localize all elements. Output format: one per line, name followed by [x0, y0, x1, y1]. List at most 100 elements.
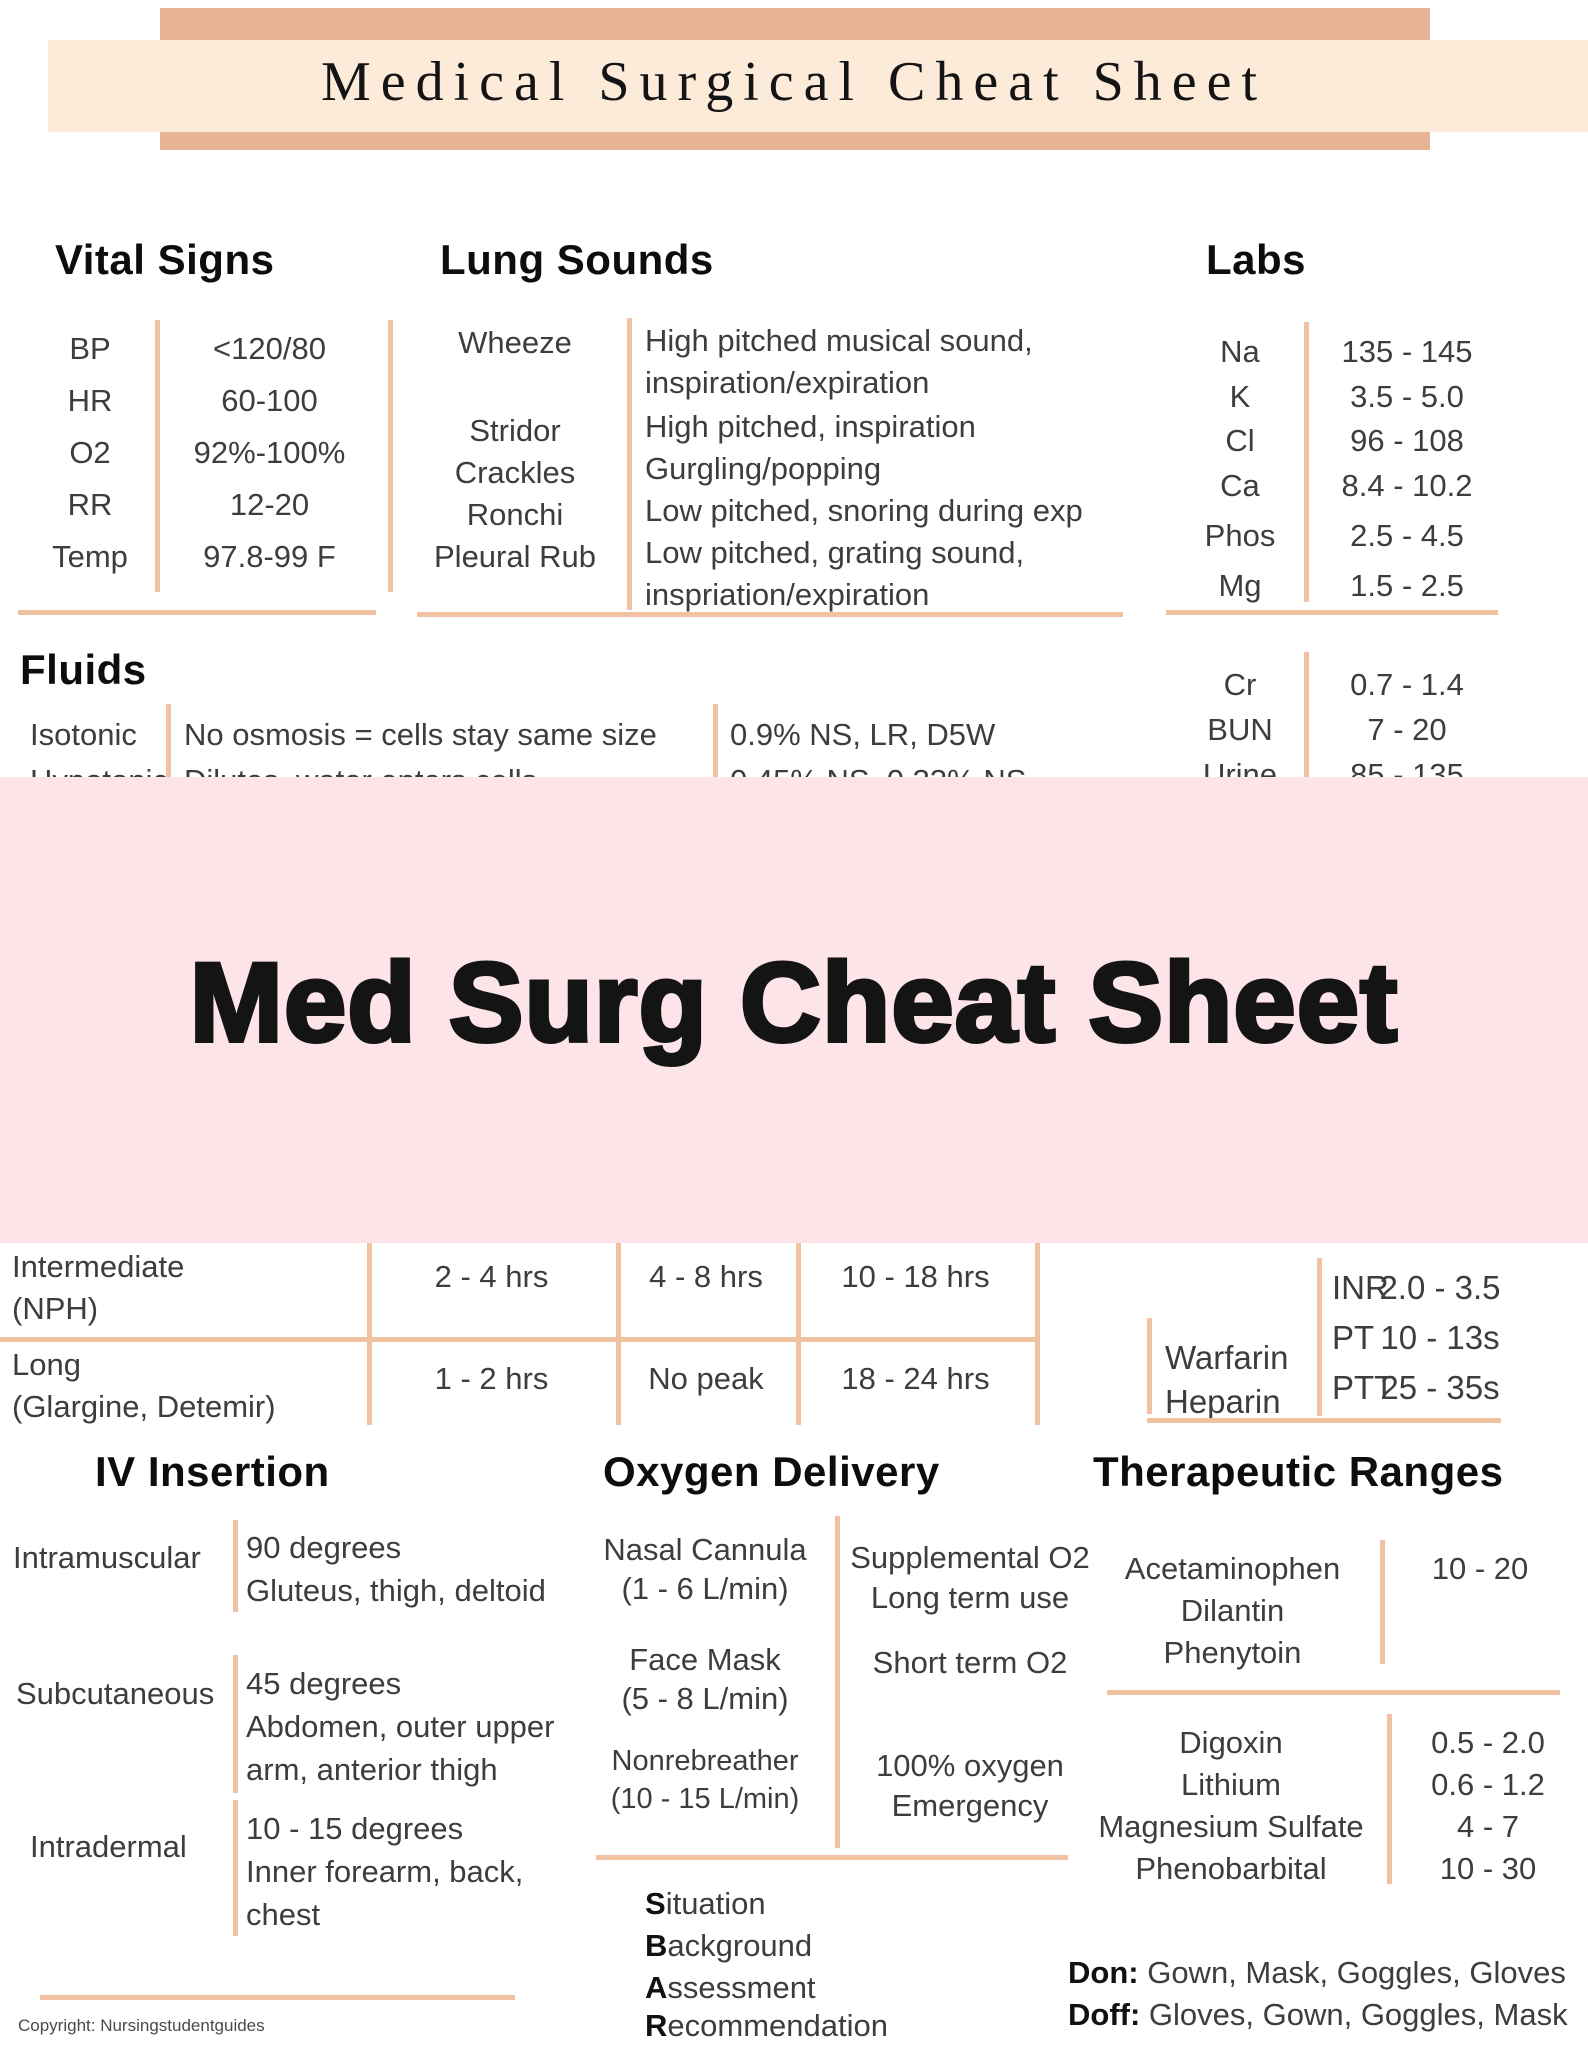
sbar-item: Situation [645, 1883, 766, 1925]
sbar-rest: ssessment [667, 1970, 816, 2005]
iv-route: Subcutaneous [16, 1676, 215, 1711]
insulin-onset: 1 - 2 hrs [434, 1361, 549, 1396]
divider-line [627, 318, 632, 610]
lung-sound-desc: Gurgling/popping [645, 451, 882, 486]
lung-sound-desc: High pitched musical sound, inspiration/… [645, 323, 1033, 400]
divider-line [1147, 1318, 1152, 1414]
oxygen-use: Short term O2 [872, 1645, 1068, 1680]
section-divider [1107, 1690, 1560, 1695]
vital-row-label: O2 [69, 435, 111, 470]
therapeutic-value: 10 - 20 [1431, 1551, 1529, 1586]
page-title: Medical Surgical Cheat Sheet [320, 51, 1268, 113]
coag-value: 25 - 35s [1380, 1369, 1500, 1406]
lung-sound-name: Wheeze [458, 325, 572, 360]
ppe-doff: Doff: Gloves, Gown, Goggles, Mask [1068, 1994, 1568, 2036]
vital-signs-heading: Vital Signs [55, 236, 275, 283]
oxygen-flow: (10 - 15 L/min) [610, 1783, 800, 1815]
sbar-rest: ecommendation [667, 2008, 888, 2043]
coag-value: 10 - 13s [1380, 1319, 1500, 1356]
sbar-item: Background [645, 1925, 812, 1967]
coag-drug: Warfarin [1165, 1339, 1289, 1376]
therapeutic-drug: Acetaminophen [1124, 1551, 1341, 1586]
sbar-item: Recommendation [645, 2005, 888, 2047]
section-underline [1147, 1418, 1501, 1423]
lab-label: Cl [1225, 423, 1255, 458]
fluid-solutions: 0.9% NS, LR, D5W [730, 717, 996, 752]
vital-row-value: 97.8-99 F [203, 539, 336, 574]
ppe-don: Don: Gown, Mask, Goggles, Gloves [1068, 1952, 1566, 1994]
lab-value: 0.7 - 1.4 [1350, 667, 1464, 702]
lung-sound-name: Stridor [469, 413, 561, 448]
lung-sound-desc: Low pitched, grating sound, inspriation/… [645, 535, 1025, 612]
lab-label: Cr [1223, 667, 1257, 702]
insulin-duration: 18 - 24 hrs [841, 1361, 990, 1396]
sbar-rest: ituation [665, 1886, 766, 1921]
divider-line [1387, 1714, 1392, 1884]
lab-label: K [1229, 379, 1251, 414]
lung-sound-desc: Low pitched, snoring during exp [645, 493, 1083, 528]
vital-row-value: <120/80 [213, 331, 326, 366]
lab-label: Mg [1218, 568, 1262, 603]
divider-line [233, 1655, 238, 1793]
coag-drug: Heparin [1165, 1383, 1281, 1420]
oxygen-use: Long term use [870, 1580, 1070, 1615]
ppe-doff-label: Doff: [1068, 1997, 1141, 2032]
table-column-line [1035, 1243, 1040, 1425]
vital-row-label: RR [67, 487, 113, 522]
therapeutic-drug: Lithium [1181, 1767, 1281, 1802]
lab-value: 8.4 - 10.2 [1341, 468, 1473, 503]
coag-label: INR [1332, 1269, 1389, 1306]
oxygen-use: 100% oxygen [876, 1748, 1064, 1783]
insulin-type: (Glargine, Detemir) [12, 1389, 276, 1424]
divider-line [835, 1516, 840, 1848]
iv-route: Intramuscular [13, 1540, 201, 1575]
table-column-line [616, 1243, 621, 1425]
sbar-initial: A [645, 1970, 668, 2005]
header-banner-cream [48, 40, 1588, 132]
coag-value: 2.0 - 3.5 [1379, 1269, 1501, 1306]
iv-insertion-heading: IV Insertion [95, 1448, 330, 1495]
therapeutic-value: 0.5 - 2.0 [1431, 1725, 1545, 1760]
oxygen-device: Face Mask [629, 1642, 781, 1677]
therapeutic-value: 4 - 7 [1456, 1809, 1520, 1844]
oxygen-device: Nonrebreather [611, 1745, 799, 1777]
therapeutic-drug: Phenobarbital [1135, 1851, 1327, 1886]
ppe-doff-items: Gloves, Gown, Goggles, Mask [1140, 1997, 1568, 2032]
oxygen-device: Nasal Cannula [603, 1532, 807, 1567]
lab-value: 7 - 20 [1367, 712, 1447, 747]
insulin-duration: 10 - 18 hrs [841, 1259, 990, 1294]
fluid-effect: No osmosis = cells stay same size [184, 717, 657, 752]
lab-label: Na [1220, 334, 1260, 369]
iv-detail: 45 degrees [246, 1666, 402, 1701]
sbar-initial: S [645, 1886, 666, 1921]
section-underline [18, 610, 376, 615]
iv-detail: Inner forearm, back, [246, 1854, 524, 1889]
lab-label: Ca [1220, 468, 1260, 503]
lung-sound-desc: High pitched, inspiration [645, 409, 976, 444]
lab-value: 1.5 - 2.5 [1350, 568, 1464, 603]
insulin-type: (NPH) [12, 1291, 99, 1326]
therapeutic-ranges-heading: Therapeutic Ranges [1093, 1448, 1504, 1495]
fluid-type: Isotonic [30, 717, 137, 752]
sbar-initial: R [645, 2008, 668, 2043]
vital-row-value: 12-20 [229, 487, 310, 522]
vital-row-label: Temp [52, 539, 128, 574]
therapeutic-drug: Dilantin [1180, 1593, 1285, 1628]
oxygen-use: Emergency [891, 1788, 1049, 1823]
oxygen-flow: (1 - 6 L/min) [621, 1571, 789, 1606]
ppe-don-items: Gown, Mask, Goggles, Gloves [1138, 1955, 1566, 1990]
overlay-title: Med Surg Cheat Sheet [188, 938, 1400, 1067]
lung-sound-name: Crackles [454, 455, 576, 490]
section-underline [596, 1855, 1068, 1860]
iv-detail: chest [246, 1897, 321, 1932]
divider-line [166, 704, 171, 780]
iv-detail: 10 - 15 degrees [246, 1811, 464, 1846]
lab-label: BUN [1207, 712, 1273, 747]
insulin-peak: 4 - 8 hrs [649, 1259, 763, 1294]
coag-label: PTT [1332, 1369, 1395, 1406]
divider-line [1380, 1540, 1385, 1664]
vital-row-label: HR [67, 383, 113, 418]
insulin-onset: 2 - 4 hrs [434, 1259, 549, 1294]
divider-line [233, 1520, 238, 1612]
